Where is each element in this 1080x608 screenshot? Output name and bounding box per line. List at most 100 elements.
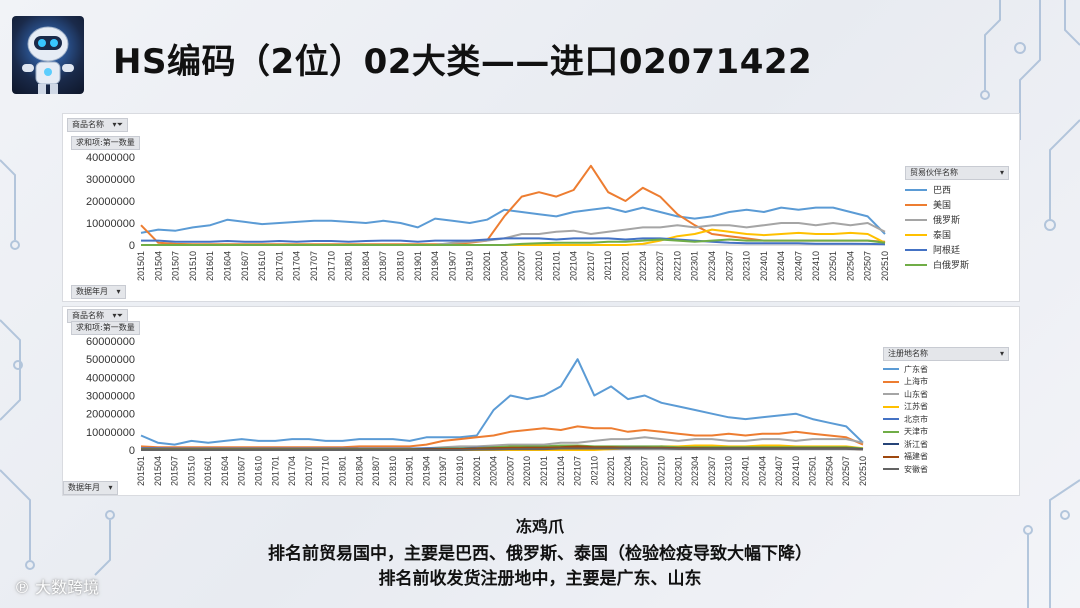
series-line-4 [141,237,886,246]
series-line-0 [140,358,864,446]
x-tick-label: 201910 [455,456,465,486]
legend-label: 白俄罗斯 [933,261,970,271]
filter-funnel-icon: ▾⏷ [112,120,123,129]
axis-field-label: 数据年月 [76,287,108,296]
legend-item[interactable]: 浙江省 [883,438,1009,451]
legend-label: 阿根廷 [933,246,961,256]
legend-item[interactable]: 阿根廷 [905,242,1009,257]
legend-swatch [905,248,927,251]
legend-label: 江苏省 [904,402,928,412]
measure-chip[interactable]: 求和项:第一数量 [71,321,140,335]
series-line-8 [141,447,864,451]
x-tick-label: 202401 [759,251,769,281]
legend-item[interactable]: 江苏省 [883,401,1009,414]
x-tick-label: 201704 [292,251,302,281]
x-tick-label: 201907 [447,251,457,281]
legend-item[interactable]: 上海市 [883,376,1009,389]
legend-item[interactable]: 俄罗斯 [905,212,1009,227]
dropdown-arrow-icon: ▾ [999,349,1004,358]
legend-swatch [883,443,899,446]
x-tick-label: 201801 [344,251,354,281]
legend-label: 天津市 [904,427,928,437]
y-tick-label: 40000000 [86,372,135,384]
dropdown-arrow-icon: ▾ [108,483,113,492]
legend-item[interactable]: 福建省 [883,451,1009,464]
y-tick-label: 60000000 [86,336,135,348]
x-tick-label: 201707 [304,456,314,486]
x-tick-label: 201610 [257,251,267,281]
x-tick-label: 202307 [724,251,734,281]
series-line-0 [140,206,886,235]
x-tick-label: 202007 [517,251,527,281]
legend-item[interactable]: 美国 [905,197,1009,212]
x-tick-label: 201807 [371,456,381,486]
legend-label: 美国 [933,201,952,211]
x-tick-label: 202507 [863,251,873,281]
axis-field-chip[interactable]: 数据年月 ▾ [71,285,126,299]
x-tick-label: 202004 [499,251,509,281]
registration-place-chart-panel: 商品名称 ▾⏷ 求和项:第一数量 数据年月 ▾ 60000000 50000000… [62,306,1020,496]
page-title: HS编码（2位）02大类——进口02071422 [113,42,813,82]
x-tick-label: 201710 [326,251,336,281]
x-tick-label: 201810 [388,456,398,486]
legend-field-chip[interactable]: 贸易伙伴名称 ▾ [905,166,1009,180]
legend-item[interactable]: 山东省 [883,388,1009,401]
x-tick-label: 201510 [188,251,198,281]
robot-avatar-logo [12,16,84,94]
legend-item[interactable]: 广东省 [883,363,1009,376]
trade-partner-chart-panel: 商品名称 ▾⏷ 求和项:第一数量 数据年月 ▾ 40000000 30000000… [62,113,1020,302]
x-tick-label: 202001 [472,456,482,486]
legend-item[interactable]: 泰国 [905,227,1009,242]
filter-chip-product-name[interactable]: 商品名称 ▾⏷ [67,118,128,132]
legend-registration-place: 注册地名称 ▾ 广东省 上海市 山东省江苏省 北京市 天津市 浙江省 福建省 安徽省 [883,347,1009,476]
x-tick-label: 202407 [793,251,803,281]
y-tick-label: 50000000 [86,354,135,366]
legend-swatch [883,468,899,471]
x-tick-label: 202204 [623,456,633,486]
legend-swatch [905,218,927,221]
axis-field-chip[interactable]: 数据年月 ▾ [63,481,118,495]
x-tick-label: 201904 [430,251,440,281]
x-tick-label: 201501 [136,456,146,486]
legend-swatch [905,203,927,206]
legend-item[interactable]: 白俄罗斯 [905,257,1009,272]
x-tick-label: 201601 [205,251,215,281]
x-tick-label: 202104 [569,251,579,281]
x-tick-label: 201901 [405,456,415,486]
axis-field-label: 数据年月 [68,483,100,492]
x-tick-label: 202007 [505,456,515,486]
x-tick-label: 202307 [707,456,717,486]
y-tick-label: 30000000 [86,174,135,186]
watermark-logo-icon: ℗ [14,578,36,597]
legend-item[interactable]: 巴西 [905,182,1009,197]
legend-item[interactable]: 天津市 [883,426,1009,439]
legend-label: 福建省 [904,452,928,462]
caption-product: 冻鸡爪 [515,517,564,536]
x-tick-label: 201607 [237,456,247,486]
x-tick-label: 202107 [586,251,596,281]
legend-swatch [883,393,899,396]
x-tick-label: 201501 [136,251,146,281]
series-line-5 [141,238,886,246]
legend-field-chip[interactable]: 注册地名称 ▾ [883,347,1009,361]
y-tick-label: 0 [129,240,135,252]
legend-item[interactable]: 北京市 [883,413,1009,426]
x-tick-label: 201904 [421,456,431,486]
legend-item[interactable]: 安徽省 [883,463,1009,476]
x-tick-label: 202404 [776,251,786,281]
x-tick-label: 202301 [673,456,683,486]
filter-chip-label: 商品名称 [72,120,104,129]
x-tick-label: 201701 [270,456,280,486]
measure-chip[interactable]: 求和项:第一数量 [71,136,140,150]
x-tick-label: 202304 [690,456,700,486]
x-tick-label: 202504 [845,251,855,281]
x-tick-label: 202110 [603,251,613,280]
x-tick-label: 202110 [589,456,599,485]
x-tick-label: 202510 [858,456,868,486]
y-tick-label: 0 [129,445,135,457]
y-tick-label: 30000000 [86,391,135,403]
dropdown-arrow-icon: ▾ [116,287,121,296]
legend-label: 山东省 [904,389,928,399]
filter-chip-label: 商品名称 [72,311,104,320]
